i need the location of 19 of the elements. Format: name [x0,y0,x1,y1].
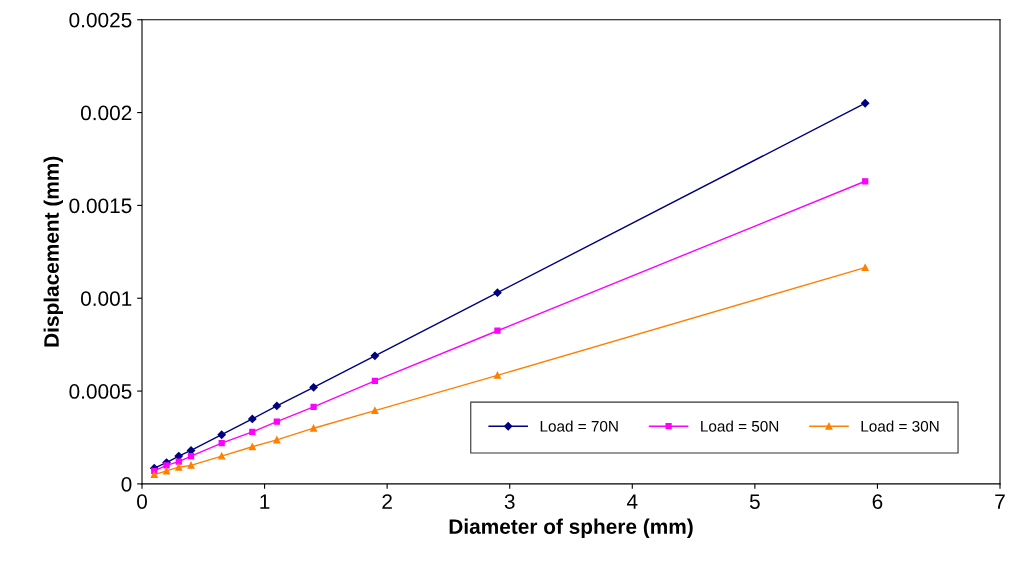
y-tick-label: 0.002 [80,105,132,121]
x-tick-label: 5 [749,494,760,509]
x-tick-label: 4 [626,494,638,509]
x-tick-label: 7 [995,494,1005,509]
legend-label: Load = 70N [540,420,618,432]
y-tick-label: 0.0015 [69,198,132,214]
x-tick-label: 0 [137,494,147,509]
legend-label: Load = 30N [861,420,939,432]
x-tick-label: 6 [872,494,883,509]
y-tick-label: 0.001 [80,291,132,306]
x-tick-label: 3 [504,494,515,509]
y-tick-label: 0 [121,476,132,492]
x-tick-label: 1 [260,494,270,509]
y-tick-label: 0.0025 [69,12,132,28]
legend-label: Load = 50N [701,420,779,432]
x-tick-label: 2 [382,494,392,509]
y-axis-title: Displacement (mm) [43,156,64,347]
y-tick-label: 0.0005 [69,384,132,399]
x-axis-title: Diameter of sphere (mm) [449,518,693,539]
